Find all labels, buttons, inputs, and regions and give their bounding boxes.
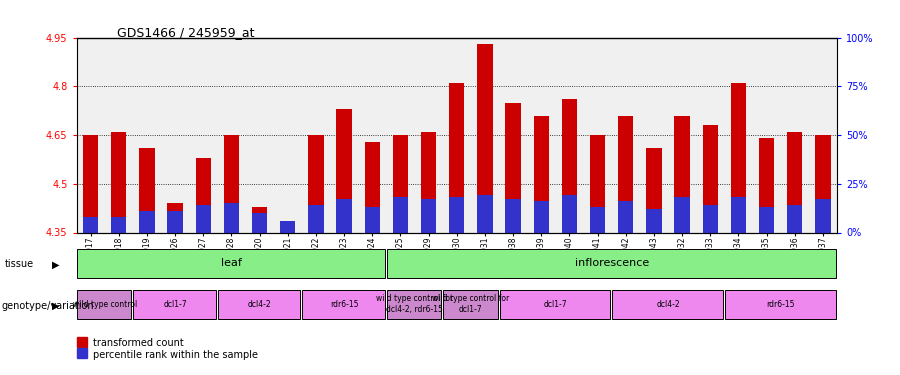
- Bar: [387, 249, 835, 278]
- Text: dcl1-7: dcl1-7: [163, 300, 187, 309]
- Bar: [449, 197, 464, 232]
- Bar: [337, 200, 352, 232]
- Bar: [674, 116, 689, 232]
- Bar: [759, 207, 774, 232]
- Bar: [83, 135, 98, 232]
- Bar: [562, 99, 577, 232]
- Bar: [111, 132, 127, 232]
- Bar: [646, 148, 662, 232]
- Text: genotype/variation: genotype/variation: [2, 301, 94, 310]
- Text: wild type control for
dcl4-2, rdr6-15: wild type control for dcl4-2, rdr6-15: [376, 294, 453, 314]
- Bar: [387, 290, 441, 319]
- Bar: [618, 116, 634, 232]
- Bar: [646, 209, 662, 232]
- Text: ▶: ▶: [52, 260, 59, 269]
- Bar: [252, 207, 267, 232]
- Text: dcl4-2: dcl4-2: [248, 300, 272, 309]
- Bar: [308, 205, 324, 232]
- Bar: [280, 221, 295, 232]
- Bar: [505, 102, 521, 232]
- Text: inflorescence: inflorescence: [574, 258, 649, 268]
- Bar: [218, 290, 301, 319]
- Bar: [252, 213, 267, 232]
- Bar: [77, 249, 385, 278]
- Text: percentile rank within the sample: percentile rank within the sample: [93, 350, 257, 360]
- Bar: [703, 125, 718, 232]
- Text: wild type control for
dcl1-7: wild type control for dcl1-7: [432, 294, 509, 314]
- Bar: [224, 203, 239, 232]
- Text: dcl1-7: dcl1-7: [544, 300, 567, 309]
- Bar: [787, 132, 803, 232]
- Bar: [140, 211, 155, 232]
- Text: GDS1466 / 245959_at: GDS1466 / 245959_at: [117, 26, 255, 39]
- Text: dcl4-2: dcl4-2: [656, 300, 680, 309]
- Bar: [815, 200, 831, 232]
- Bar: [731, 197, 746, 232]
- Bar: [111, 217, 127, 232]
- Bar: [612, 290, 723, 319]
- Bar: [195, 205, 211, 232]
- Bar: [140, 148, 155, 232]
- Bar: [618, 201, 634, 232]
- Bar: [83, 217, 98, 232]
- Bar: [815, 135, 831, 232]
- Bar: [477, 195, 492, 232]
- Bar: [787, 205, 803, 232]
- Bar: [421, 200, 436, 232]
- Bar: [534, 116, 549, 232]
- Bar: [449, 83, 464, 232]
- Text: transformed count: transformed count: [93, 339, 184, 348]
- Bar: [364, 207, 380, 232]
- Bar: [759, 138, 774, 232]
- Bar: [443, 290, 498, 319]
- Bar: [674, 197, 689, 232]
- Bar: [308, 135, 324, 232]
- Bar: [392, 197, 409, 232]
- Bar: [167, 211, 183, 232]
- Text: tissue: tissue: [4, 260, 33, 269]
- Bar: [590, 207, 606, 232]
- Bar: [302, 290, 385, 319]
- Bar: [280, 226, 295, 232]
- Bar: [195, 158, 211, 232]
- Bar: [224, 135, 239, 232]
- Bar: [731, 83, 746, 232]
- Bar: [337, 109, 352, 232]
- Text: rdr6-15: rdr6-15: [329, 300, 358, 309]
- Bar: [77, 290, 131, 319]
- Bar: [590, 135, 606, 232]
- Bar: [505, 200, 521, 232]
- Bar: [477, 44, 492, 232]
- Bar: [421, 132, 436, 232]
- Bar: [133, 290, 216, 319]
- Text: rdr6-15: rdr6-15: [767, 300, 795, 309]
- Bar: [724, 290, 835, 319]
- Text: ▶: ▶: [52, 301, 59, 310]
- Bar: [534, 201, 549, 232]
- Text: leaf: leaf: [221, 258, 242, 268]
- Bar: [364, 141, 380, 232]
- Text: wild type control: wild type control: [73, 300, 137, 309]
- Bar: [167, 203, 183, 232]
- Bar: [703, 205, 718, 232]
- Bar: [392, 135, 409, 232]
- Bar: [562, 195, 577, 232]
- Bar: [500, 290, 610, 319]
